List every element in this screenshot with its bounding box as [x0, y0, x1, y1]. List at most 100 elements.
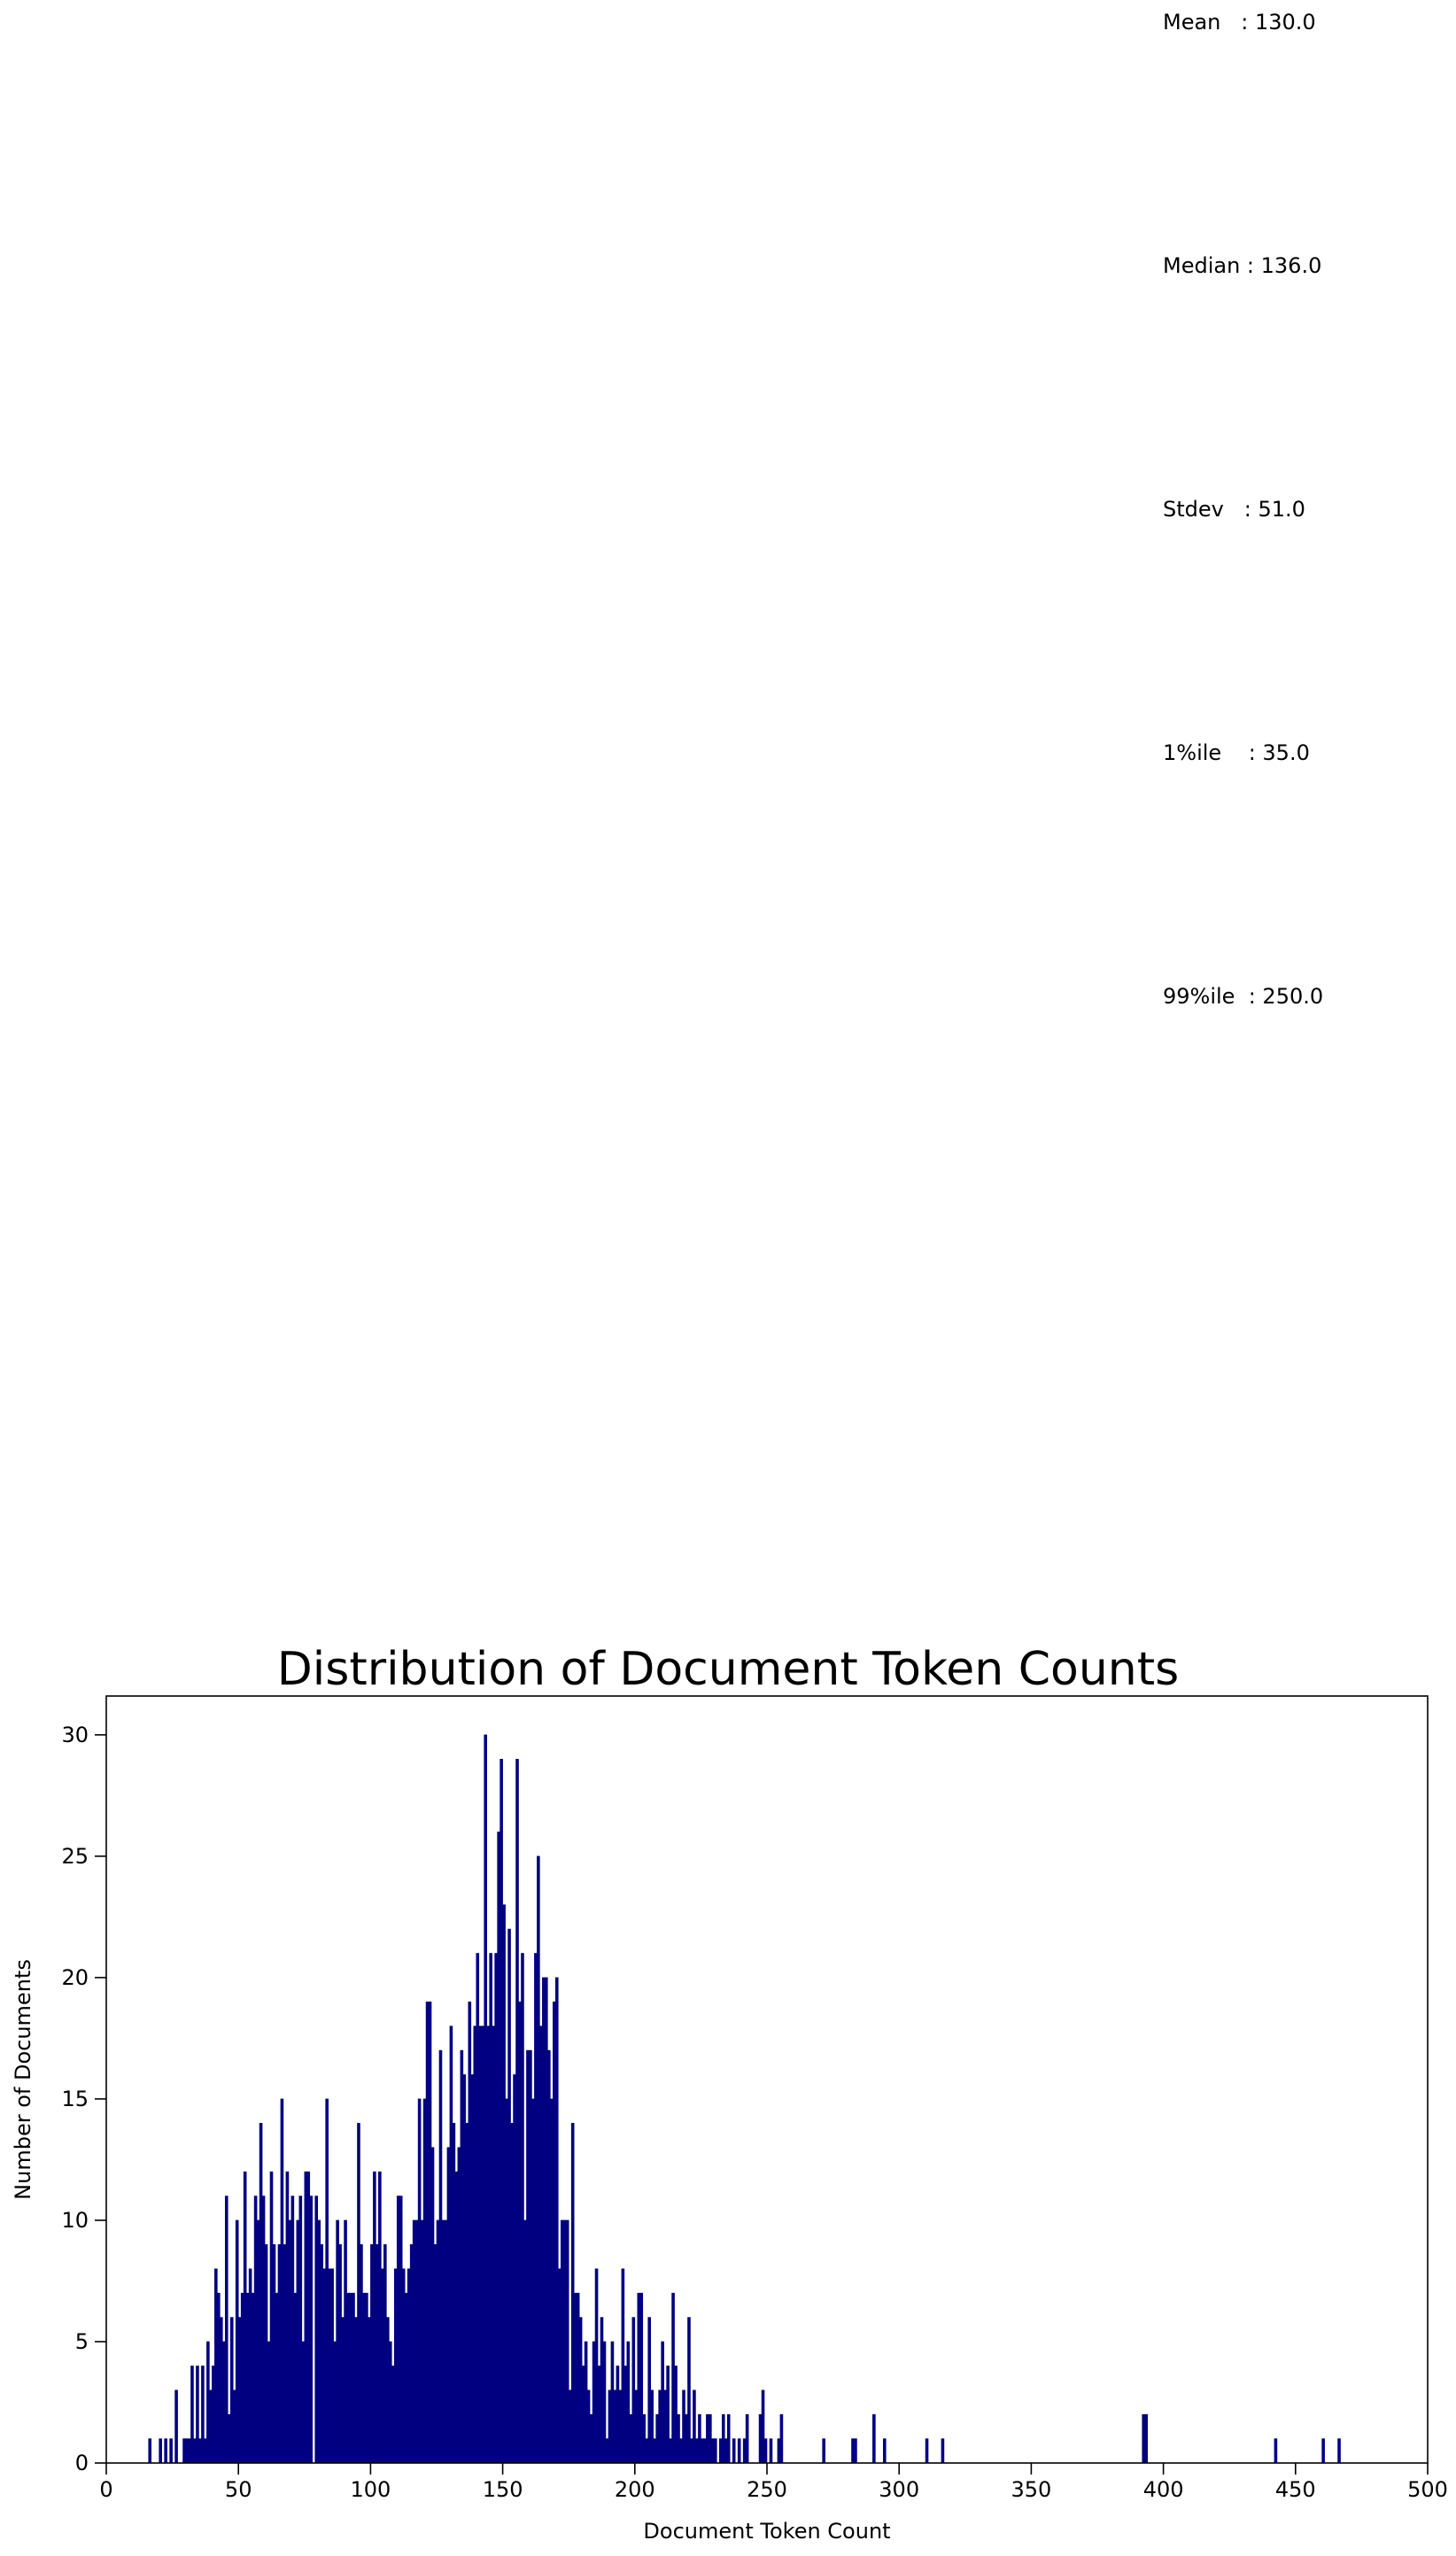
- bar: [190, 2366, 194, 2464]
- bar: [409, 2244, 414, 2464]
- y-axis-label: Number of Documents: [11, 1959, 35, 2200]
- y-tick-label: 10: [61, 2208, 89, 2233]
- bar: [349, 2292, 352, 2464]
- bar: [393, 2268, 398, 2464]
- y-tick-label: 5: [75, 2329, 89, 2354]
- bar: [201, 2366, 205, 2464]
- bar: [626, 2341, 631, 2464]
- bar: [446, 2147, 451, 2464]
- bar: [336, 2219, 339, 2464]
- bar: [248, 2268, 252, 2464]
- bar: [542, 1977, 546, 2464]
- bar: [1337, 2438, 1341, 2464]
- bar: [685, 2413, 688, 2464]
- bar: [523, 2219, 527, 2464]
- bar: [338, 2244, 342, 2464]
- bar: [341, 2317, 345, 2464]
- bar: [243, 2171, 247, 2464]
- bar: [253, 2196, 258, 2464]
- bar: [441, 2219, 445, 2464]
- bar: [758, 2413, 763, 2464]
- bar: [515, 1758, 519, 2464]
- bar: [584, 2341, 588, 2464]
- bar: [489, 1953, 492, 2464]
- bar: [473, 2025, 477, 2464]
- bar: [679, 2438, 683, 2464]
- stat-annotation: Stdev : 51.0: [1163, 497, 1305, 522]
- bar: [737, 2438, 741, 2464]
- bar: [433, 2244, 438, 2464]
- bar: [724, 2438, 728, 2464]
- bar: [745, 2413, 749, 2464]
- bar: [452, 2123, 456, 2464]
- bar: [653, 2438, 656, 2464]
- bar: [261, 2196, 266, 2464]
- bar: [362, 2292, 366, 2464]
- bar: [325, 2098, 329, 2464]
- bar: [721, 2413, 725, 2464]
- bar: [304, 2171, 308, 2464]
- bar: [328, 2268, 331, 2464]
- bar: [245, 2292, 250, 2464]
- bar: [354, 2317, 358, 2464]
- bar: [169, 2438, 173, 2464]
- x-tick-label: 100: [350, 2477, 391, 2502]
- x-tick-label: 300: [879, 2477, 919, 2502]
- bar: [383, 2244, 387, 2464]
- bar: [608, 2389, 612, 2464]
- x-tick-label: 400: [1143, 2477, 1184, 2502]
- bar: [690, 2438, 693, 2464]
- bar: [552, 2002, 556, 2464]
- x-axis-label: Document Token Count: [643, 2519, 890, 2544]
- bar: [703, 2438, 707, 2464]
- bar: [550, 2098, 554, 2464]
- bar: [711, 2438, 715, 2464]
- bar: [420, 2219, 424, 2464]
- x-tick-label: 200: [615, 2477, 655, 2502]
- bar: [537, 1855, 540, 2464]
- bar: [193, 2438, 197, 2464]
- x-tick-label: 350: [1011, 2477, 1051, 2502]
- bar: [529, 2049, 532, 2464]
- bar: [742, 2438, 747, 2464]
- bar: [280, 2098, 284, 2464]
- bar: [283, 2244, 287, 2464]
- bar: [320, 2244, 323, 2464]
- bar: [709, 2413, 712, 2464]
- chart-title: Distribution of Document Token Counts: [277, 1643, 1179, 1696]
- bar: [502, 1904, 506, 2464]
- bar: [568, 2389, 572, 2464]
- bar: [465, 2123, 469, 2464]
- bar: [578, 2317, 583, 2464]
- bar: [460, 2049, 464, 2464]
- bar: [779, 2413, 784, 2464]
- bar: [381, 2268, 384, 2464]
- bar: [352, 2292, 355, 2464]
- bar: [386, 2317, 390, 2464]
- bar: [547, 2049, 551, 2464]
- bar: [164, 2438, 167, 2464]
- bar: [600, 2317, 604, 2464]
- bar: [663, 2389, 667, 2464]
- bar: [872, 2413, 876, 2464]
- x-tick-label: 500: [1407, 2477, 1448, 2502]
- bar: [256, 2219, 260, 2464]
- bar: [378, 2171, 382, 2464]
- bar: [682, 2389, 685, 2464]
- bar: [301, 2341, 306, 2464]
- bar: [360, 2244, 363, 2464]
- bar: [288, 2219, 292, 2464]
- bar: [570, 2123, 575, 2464]
- bar: [592, 2341, 596, 2464]
- bar: [333, 2341, 337, 2464]
- bar: [212, 2366, 215, 2464]
- y-tick-label: 0: [75, 2451, 89, 2475]
- bar: [220, 2317, 223, 2464]
- bar: [454, 2171, 459, 2464]
- bar: [610, 2341, 615, 2464]
- bar: [414, 2219, 419, 2464]
- bar: [322, 2268, 326, 2464]
- bar: [623, 2366, 628, 2464]
- bar: [726, 2413, 731, 2464]
- bar: [687, 2317, 691, 2464]
